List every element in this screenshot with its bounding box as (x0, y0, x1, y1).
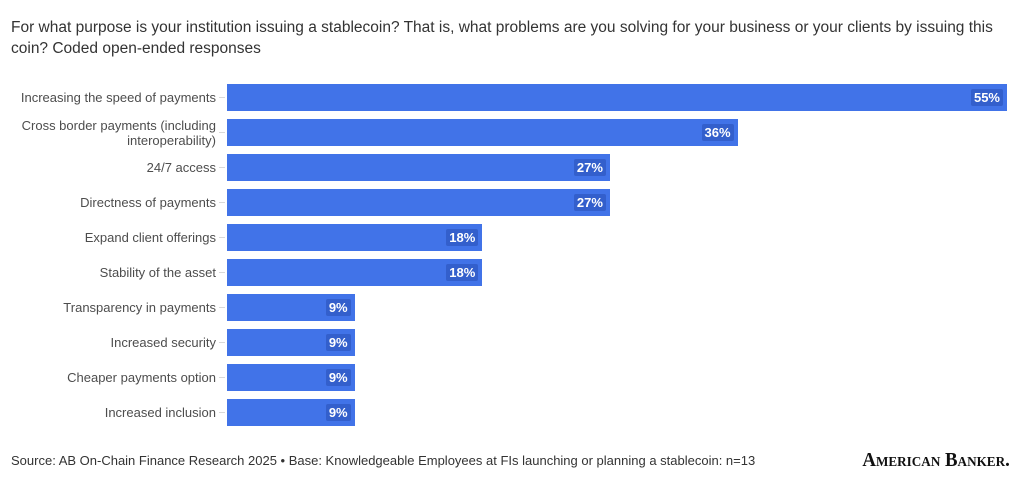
axis-tick (218, 307, 225, 308)
chart-row: Cheaper payments option 9% (0, 360, 1020, 395)
bar[interactable]: 18% (227, 224, 483, 251)
category-label: Expand client offerings (84, 230, 216, 245)
axis-tick (218, 202, 225, 203)
bar[interactable]: 18% (227, 259, 483, 286)
chart-row: Increasing the speed of payments 55% (0, 80, 1020, 115)
axis-tick (218, 412, 225, 413)
value-label: 18% (446, 229, 479, 246)
category-label: Transparency in payments (63, 300, 216, 315)
chart-title: For what purpose is your institution iss… (11, 19, 993, 57)
category-label: Increasing the speed of payments (20, 90, 216, 105)
bar[interactable]: 9% (227, 399, 355, 426)
american-banker-logo: American Banker. (862, 448, 1010, 471)
axis-tick-gap (216, 342, 227, 343)
axis-tick-gap (216, 237, 227, 238)
axis-tick (218, 97, 225, 98)
source-note: Source: AB On-Chain Finance Research 202… (11, 452, 756, 468)
category-label: Cheaper payments option (67, 370, 216, 385)
chart-row: Increased security 9% (0, 325, 1020, 360)
chart-footer: Source: AB On-Chain Finance Research 202… (11, 448, 1010, 472)
value-label: 27% (573, 159, 606, 176)
axis-tick (218, 272, 225, 273)
chart-row: Increased inclusion 9% (0, 395, 1020, 430)
bar[interactable]: 9% (227, 364, 355, 391)
bar[interactable]: 27% (227, 189, 610, 216)
bar[interactable]: 55% (227, 84, 1007, 111)
axis-tick-gap (216, 307, 227, 308)
value-label: 9% (325, 299, 351, 316)
bar-track: 27% (227, 154, 1007, 181)
value-label: 36% (701, 124, 734, 141)
bar-track: 18% (227, 259, 1007, 286)
axis-tick (218, 342, 225, 343)
axis-tick-gap (216, 412, 227, 413)
axis-tick-gap (216, 167, 227, 168)
value-label: 55% (970, 89, 1003, 106)
category-label: Stability of the asset (99, 265, 216, 280)
chart-row: Cross border payments (including interop… (0, 115, 1020, 150)
bar-track: 36% (227, 119, 1007, 146)
chart-row: Transparency in payments 9% (0, 290, 1020, 325)
category-label: 24/7 access (146, 160, 216, 175)
axis-tick-gap (216, 377, 227, 378)
chart-row: Directness of payments 27% (0, 185, 1020, 220)
category-label: Increased security (110, 335, 217, 350)
chart-row: 24/7 access 27% (0, 150, 1020, 185)
bar[interactable]: 27% (227, 154, 610, 181)
axis-tick (218, 377, 225, 378)
bar-track: 27% (227, 189, 1007, 216)
axis-tick (218, 167, 225, 168)
value-label: 9% (325, 404, 351, 421)
bar-chart: Increasing the speed of payments 55% Cro… (0, 80, 1020, 430)
bar[interactable]: 36% (227, 119, 738, 146)
chart-row: Stability of the asset 18% (0, 255, 1020, 290)
bar[interactable]: 9% (227, 294, 355, 321)
bar-track: 9% (227, 294, 1007, 321)
axis-tick-gap (216, 202, 227, 203)
bar[interactable]: 9% (227, 329, 355, 356)
bar-track: 18% (227, 224, 1007, 251)
value-label: 9% (325, 334, 351, 351)
category-label: Directness of payments (80, 195, 216, 210)
category-label: Increased inclusion (104, 405, 216, 420)
bar-track: 9% (227, 399, 1007, 426)
axis-tick-gap (216, 132, 227, 133)
chart-row: Expand client offerings 18% (0, 220, 1020, 255)
value-label: 27% (573, 194, 606, 211)
axis-tick (218, 237, 225, 238)
bar-track: 55% (227, 84, 1007, 111)
bar-track: 9% (227, 364, 1007, 391)
value-label: 9% (325, 369, 351, 386)
category-label: Cross border payments (including interop… (21, 117, 216, 148)
bar-track: 9% (227, 329, 1007, 356)
axis-tick-gap (216, 272, 227, 273)
axis-tick-gap (216, 97, 227, 98)
value-label: 18% (446, 264, 479, 281)
axis-tick (218, 132, 225, 133)
